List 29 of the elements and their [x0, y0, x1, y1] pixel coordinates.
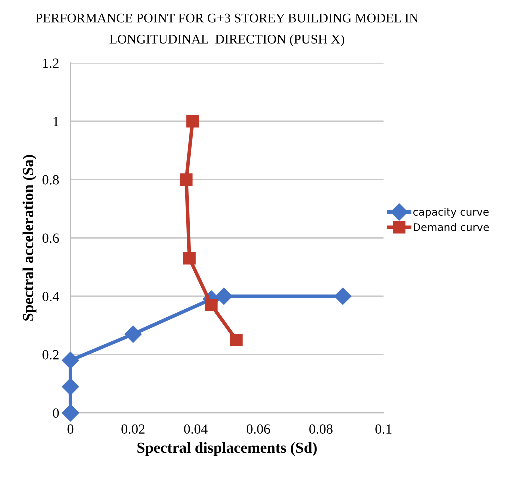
point: [216, 288, 233, 306]
y-axis-title: Spectral acceleration (Sa): [22, 155, 37, 321]
x-axis-title: Spectral displacements (Sd): [138, 442, 317, 456]
x-tick-label: 0.04: [184, 424, 208, 434]
chart-title: PERFORMANCE POINT FOR G+3 STOREY BUILDING MODEL IN LONGITUDINAL DIRECTION (PUSH X): [36, 14, 419, 47]
x-tick-label: 0.08: [310, 424, 333, 434]
point: [62, 378, 80, 396]
point: [180, 174, 193, 186]
point: [186, 115, 200, 128]
point: [183, 252, 196, 265]
y-tick-label: 1.2: [43, 58, 59, 68]
point: [62, 352, 80, 370]
x-tick-label: 0.1: [376, 424, 392, 434]
point: [205, 298, 218, 312]
legend-label: capacity curve: [414, 208, 489, 218]
y-tick-label: 1: [54, 117, 59, 126]
point: [62, 404, 80, 422]
x-tick-label: 0.02: [122, 424, 145, 434]
x-tick-label: 0.06: [246, 424, 270, 434]
point: [230, 334, 243, 346]
y-tick-label: 0.2: [42, 350, 59, 360]
legend-label: Demand curve: [414, 223, 490, 232]
y-tick-label: 0.4: [42, 292, 60, 302]
y-tick-label: 0.8: [42, 175, 60, 185]
y-tick-label: 0: [53, 408, 60, 418]
x-tick-label: 0: [68, 424, 74, 434]
point: [334, 288, 352, 306]
point: [124, 326, 142, 343]
y-tick-label: 0.6: [42, 234, 60, 244]
